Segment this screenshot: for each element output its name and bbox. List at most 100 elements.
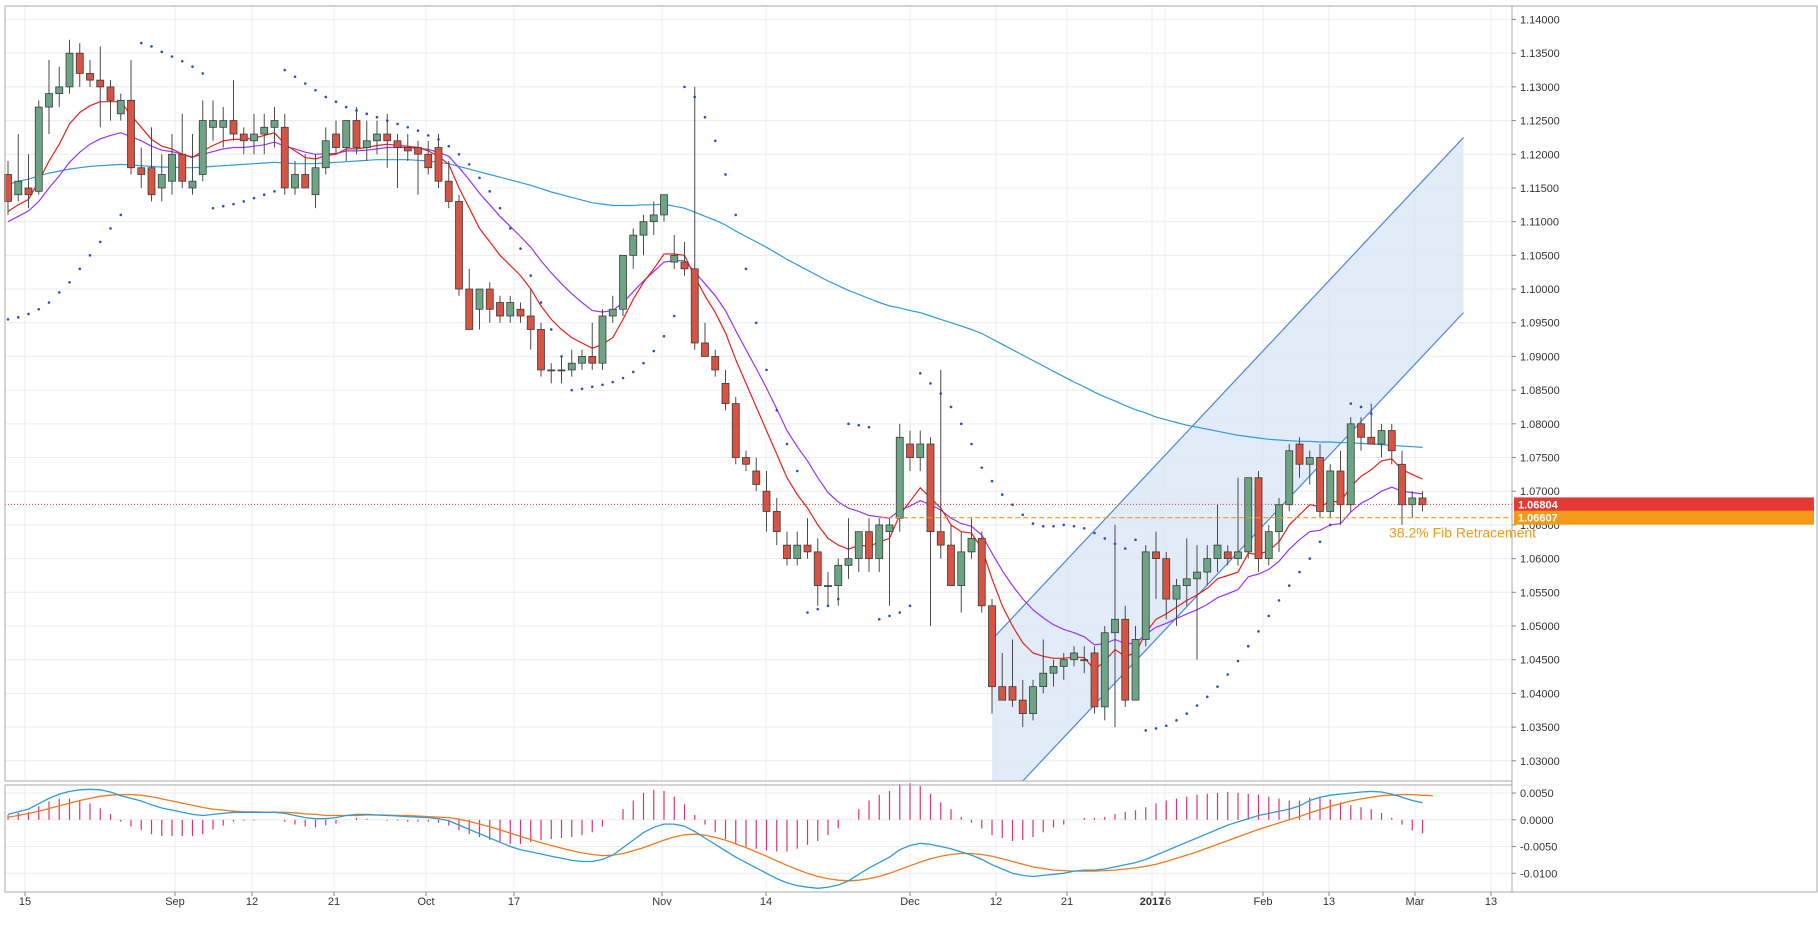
candle-up	[1264, 531, 1273, 560]
candle-up	[342, 120, 351, 148]
sar-dot	[795, 469, 799, 473]
price-tick-label: 1.10000	[1520, 284, 1560, 296]
sar-dot	[1267, 614, 1271, 618]
sar-dot	[1277, 599, 1281, 602]
candle-down	[383, 133, 392, 142]
candle-down	[742, 457, 750, 465]
candle-up	[116, 99, 125, 115]
candle-up	[55, 86, 64, 95]
sar-dot	[918, 371, 922, 375]
candle-down	[988, 605, 996, 688]
sar-dot	[1113, 542, 1117, 546]
sar-dot	[847, 422, 850, 426]
sar-dot	[406, 126, 410, 129]
sar-dot	[1031, 522, 1035, 525]
date-tick-label: 12	[990, 896, 1002, 908]
candle-down	[1018, 699, 1027, 715]
sar-dot	[396, 122, 399, 126]
candle-up	[567, 362, 576, 371]
sar-dot	[283, 68, 287, 72]
candle-up	[1285, 450, 1294, 506]
sar-dot	[867, 425, 871, 429]
candle-up	[649, 214, 658, 223]
price-tag-label: 1.06607	[1518, 513, 1558, 525]
candle-down	[721, 382, 730, 405]
candle-up	[45, 93, 53, 108]
sar-dot	[601, 383, 604, 387]
candle-down	[106, 86, 115, 101]
candle-up	[1059, 659, 1068, 667]
candle-up	[1244, 477, 1253, 553]
sar-dot	[191, 65, 194, 68]
sar-dot	[724, 173, 727, 176]
date-tick-label: 16	[1159, 896, 1171, 908]
sar-dot	[713, 139, 717, 143]
candle-down	[239, 133, 248, 142]
candle-down	[86, 72, 94, 81]
sar-dot	[1298, 570, 1301, 574]
candle-up	[1172, 585, 1181, 600]
candle-down	[465, 288, 474, 330]
sar-dot	[1349, 402, 1353, 405]
sar-dot	[6, 318, 10, 321]
candle-up	[1408, 497, 1417, 506]
price-tick-label: 1.11000	[1520, 217, 1559, 229]
candle-down	[1008, 686, 1017, 701]
date-tick-label: 2017	[1140, 896, 1164, 908]
date-tick-label: 17	[508, 896, 520, 908]
sar-dot	[1072, 524, 1076, 528]
sar-dot	[683, 85, 686, 89]
date-tick-label: Feb	[1254, 896, 1273, 908]
candle-down	[701, 342, 709, 357]
channel-upper-line	[991, 137, 1464, 640]
sar-dot	[1175, 719, 1178, 722]
sar-dot	[447, 144, 451, 148]
sar-dot	[1359, 405, 1363, 409]
candle-down	[1336, 470, 1345, 506]
date-tick-label: 15	[19, 896, 31, 908]
sar-dot	[324, 95, 328, 99]
sar-dot	[990, 479, 994, 483]
sar-dot	[631, 370, 635, 374]
sar-dot	[426, 134, 430, 137]
sar-dot	[16, 316, 20, 319]
sar-dot	[1369, 412, 1373, 416]
candle-up	[844, 558, 853, 566]
sar-dot	[1236, 659, 1240, 663]
sar-dot	[734, 213, 738, 217]
candle-up	[250, 133, 258, 142]
candle-down	[865, 531, 873, 560]
candle-down	[455, 201, 463, 290]
candle-up	[321, 140, 330, 169]
candle-down	[813, 551, 822, 586]
sar-dot	[27, 312, 30, 316]
candle-up	[895, 436, 904, 519]
sar-dot	[1123, 547, 1127, 550]
candle-up	[1326, 470, 1335, 512]
candle-down	[444, 180, 453, 202]
macd-panel	[7, 783, 1433, 889]
price-tick-label: 1.04000	[1520, 688, 1560, 700]
candle-up	[824, 585, 832, 587]
candle-up	[475, 288, 484, 310]
sar-dot	[47, 301, 51, 304]
sma-long-line	[7, 159, 1423, 448]
sar-dot	[652, 349, 656, 353]
candle-down	[772, 511, 781, 533]
candle-down	[127, 99, 135, 169]
candle-down	[977, 537, 986, 607]
date-tick-label: Mar	[1406, 896, 1425, 908]
date-tick-label: Dec	[900, 896, 920, 908]
sar-dot	[467, 163, 471, 166]
sar-dot	[1144, 729, 1148, 732]
candle-down	[537, 329, 545, 371]
horizontal-levels[interactable]: 38.2% Fib Retracement	[5, 503, 1536, 541]
sar-dot	[1257, 630, 1260, 633]
candle-up	[639, 221, 648, 236]
price-axis[interactable]: 1.03000 1.03500 1.04000 1.04500 1.05000 1.055…	[1512, 14, 1560, 880]
price-tick-label: 1.07000	[1520, 486, 1560, 498]
sar-dot	[385, 119, 389, 122]
macd-tick-label: 0.0050	[1520, 788, 1554, 800]
